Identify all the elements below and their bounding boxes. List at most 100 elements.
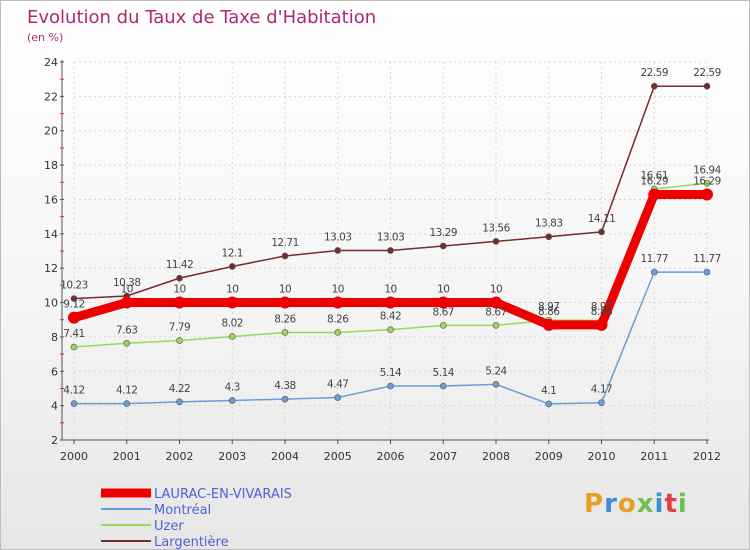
data-label: 8.67 bbox=[433, 306, 454, 318]
series-point-2 bbox=[176, 337, 183, 344]
series-point-3 bbox=[439, 242, 447, 250]
series-point-1 bbox=[123, 400, 131, 407]
legend-label: LAURAC-EN-VIVARAIS bbox=[154, 487, 292, 502]
data-label: 13.03 bbox=[377, 231, 405, 243]
y-tick-label: 14 bbox=[44, 228, 58, 241]
legend-label: Largentière bbox=[154, 535, 229, 550]
x-tick-label: 2007 bbox=[429, 450, 457, 463]
y-tick-label: 12 bbox=[44, 262, 58, 275]
x-tick-label: 2010 bbox=[588, 450, 616, 463]
series-point-1 bbox=[228, 397, 236, 404]
data-label: 8.02 bbox=[222, 318, 243, 330]
data-label: 9.12 bbox=[63, 299, 84, 311]
series-point-2 bbox=[228, 333, 236, 340]
series-point-3 bbox=[281, 252, 289, 260]
x-tick-label: 2003 bbox=[218, 450, 246, 463]
x-tick-label: 2000 bbox=[60, 450, 88, 463]
legend-label: Montréal bbox=[154, 503, 211, 518]
data-label: 10 bbox=[437, 284, 449, 296]
data-label: 13.83 bbox=[535, 218, 563, 230]
series-point-1 bbox=[439, 382, 447, 390]
data-label: 4.12 bbox=[63, 385, 84, 397]
series-point-1 bbox=[334, 394, 342, 401]
legend-label: Uzer bbox=[154, 519, 184, 534]
data-label: 4.47 bbox=[327, 379, 348, 391]
series-point-3 bbox=[70, 295, 78, 302]
series-point-1 bbox=[703, 268, 711, 276]
data-label: 8.86 bbox=[538, 306, 560, 318]
data-label: 13.29 bbox=[429, 227, 457, 239]
data-label: 8.97 bbox=[591, 301, 612, 313]
data-label: 7.63 bbox=[116, 324, 137, 336]
series-point-2 bbox=[387, 326, 394, 333]
data-label: 22.59 bbox=[640, 67, 668, 79]
y-tick-label: 16 bbox=[44, 193, 58, 206]
data-label: 12.71 bbox=[271, 237, 299, 249]
series-point-0 bbox=[279, 296, 291, 309]
series-point-1 bbox=[70, 400, 78, 407]
x-tick-label: 2002 bbox=[166, 450, 194, 463]
data-label: 5.24 bbox=[485, 365, 507, 377]
series-point-3 bbox=[492, 238, 500, 245]
series-point-0 bbox=[68, 311, 80, 324]
logo-letter: r bbox=[604, 489, 618, 519]
series-point-0 bbox=[173, 296, 186, 309]
series-point-0 bbox=[120, 296, 133, 309]
logo-letter: i bbox=[654, 489, 665, 519]
series-point-3 bbox=[545, 233, 553, 241]
series-point-0 bbox=[331, 296, 344, 309]
data-label: 4.38 bbox=[274, 380, 295, 392]
data-label: 8.86 bbox=[591, 306, 613, 318]
data-label: 4.3 bbox=[225, 381, 240, 393]
data-label: 13.56 bbox=[482, 222, 510, 234]
x-tick-label: 2005 bbox=[324, 450, 352, 463]
data-label: 8.97 bbox=[538, 301, 559, 313]
data-label: 10 bbox=[490, 284, 502, 296]
data-label: 16.29 bbox=[693, 175, 721, 187]
series-point-1 bbox=[492, 381, 500, 388]
series-point-2 bbox=[439, 322, 447, 329]
logo-letter: i bbox=[677, 489, 688, 519]
data-label: 16.61 bbox=[640, 170, 668, 182]
data-label: 10.23 bbox=[60, 280, 88, 292]
data-label: 10 bbox=[332, 284, 344, 296]
data-label: 8.26 bbox=[327, 313, 349, 325]
x-tick-label: 2001 bbox=[113, 450, 141, 463]
data-label: 10 bbox=[173, 284, 185, 296]
data-label: 4.12 bbox=[116, 385, 137, 397]
y-tick-label: 24 bbox=[44, 56, 58, 69]
series-point-0 bbox=[701, 188, 713, 201]
data-label: 8.26 bbox=[274, 313, 296, 325]
x-tick-label: 2009 bbox=[535, 450, 563, 463]
series-point-1 bbox=[281, 395, 289, 403]
series-point-1 bbox=[545, 400, 553, 408]
series-point-0 bbox=[648, 188, 661, 201]
series-point-3 bbox=[228, 263, 236, 270]
logo-letter: t bbox=[664, 489, 678, 519]
y-tick-label: 4 bbox=[51, 400, 58, 413]
chart-title: Evolution du Taux de Taxe d'Habitation bbox=[27, 7, 377, 28]
series-point-0 bbox=[226, 296, 239, 309]
data-label: 16.94 bbox=[693, 164, 721, 176]
series-point-1 bbox=[650, 268, 658, 276]
series-point-3 bbox=[650, 82, 658, 90]
y-tick-label: 6 bbox=[51, 365, 58, 378]
series-point-2 bbox=[334, 329, 342, 336]
series-point-2 bbox=[492, 322, 500, 329]
series-point-3 bbox=[176, 274, 183, 282]
data-label: 10 bbox=[384, 284, 396, 296]
data-label: 8.67 bbox=[485, 306, 506, 318]
logo-letter: P bbox=[584, 489, 605, 519]
y-tick-label: 2 bbox=[51, 434, 58, 447]
y-tick-label: 8 bbox=[51, 331, 58, 344]
logo-letter: o bbox=[617, 489, 637, 519]
data-label: 5.14 bbox=[433, 367, 455, 379]
data-label: 16.29 bbox=[640, 175, 668, 187]
series-point-0 bbox=[542, 318, 555, 331]
x-tick-label: 2004 bbox=[271, 450, 299, 463]
series-point-3 bbox=[703, 82, 711, 90]
data-label: 10 bbox=[226, 284, 238, 296]
y-tick-label: 20 bbox=[44, 125, 58, 138]
